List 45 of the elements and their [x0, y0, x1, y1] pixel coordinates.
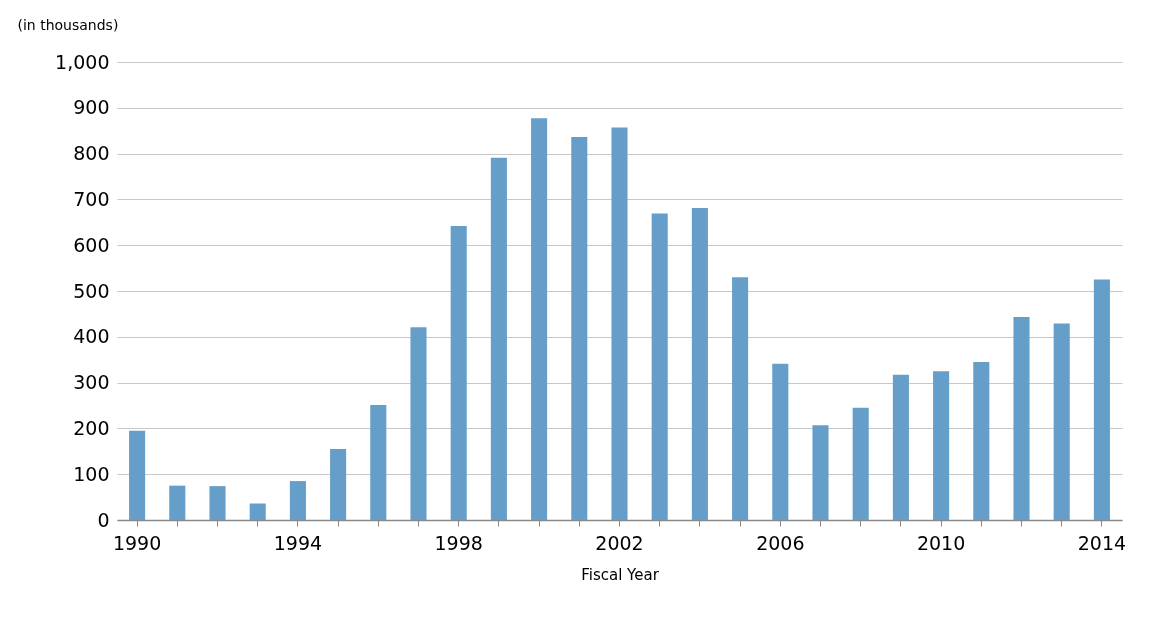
y-tick-label: 1,000 [55, 50, 110, 73]
bar [209, 486, 226, 520]
bar [289, 481, 306, 520]
bar [1013, 317, 1030, 520]
x-tick-label: 2002 [595, 531, 644, 554]
bar [651, 213, 668, 520]
bar [571, 137, 588, 520]
y-tick-label: 500 [73, 279, 110, 302]
y-tick-label: 300 [73, 371, 110, 394]
bar [973, 361, 990, 520]
y-tick-label: 800 [73, 142, 110, 165]
x-tick-label: 1990 [112, 531, 162, 554]
y-tick-label: 900 [73, 96, 110, 119]
bar [330, 449, 347, 520]
x-tick-label: 1998 [434, 531, 483, 554]
x-tick-label: 2010 [916, 531, 966, 554]
bar [933, 371, 950, 520]
bar [490, 157, 507, 520]
bar [249, 503, 266, 520]
x-axis-title: Fiscal Year [581, 565, 660, 584]
bar [772, 363, 789, 520]
y-tick-label: 100 [73, 462, 110, 485]
bar [732, 277, 749, 520]
y-tick-label: 200 [73, 416, 110, 439]
bar [410, 327, 427, 520]
y-tick-label: 600 [73, 233, 110, 256]
bar [531, 118, 548, 520]
y-tick-label: 700 [73, 187, 110, 210]
bar [691, 208, 708, 520]
bar [1053, 323, 1070, 520]
bar [370, 405, 387, 520]
x-tick-label: 2006 [756, 531, 805, 554]
bar [1093, 279, 1110, 520]
bar [169, 485, 186, 520]
bar [852, 407, 869, 520]
y-tick-label: 400 [73, 325, 110, 348]
x-tick-label: 1994 [273, 531, 323, 554]
bar [611, 127, 628, 520]
bar [129, 430, 146, 520]
y-tick-label: 0 [97, 508, 110, 531]
x-tick-label: 2014 [1077, 531, 1127, 554]
bar [812, 425, 829, 520]
bar [450, 225, 467, 520]
y-axis-title: (in thousands) [17, 16, 119, 33]
bar [892, 374, 909, 520]
